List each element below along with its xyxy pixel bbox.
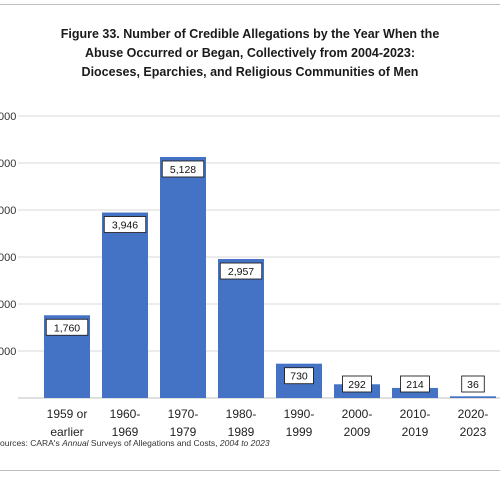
data-label: 36 xyxy=(467,379,479,391)
chart-title: Figure 33. Number of Credible Allegation… xyxy=(20,25,480,82)
chart-title-line-1: Figure 33. Number of Credible Allegation… xyxy=(60,27,440,41)
x-tick-label: 1959 or xyxy=(47,407,88,421)
y-tick-label: 000 xyxy=(0,158,16,170)
source-prefix: ources: CARA's xyxy=(0,438,63,448)
x-tick-label: 2000- xyxy=(342,407,373,421)
bar xyxy=(450,396,496,398)
bar xyxy=(218,259,264,398)
data-label-box xyxy=(284,367,314,385)
bar xyxy=(102,212,148,398)
x-tick-label: 1989 xyxy=(228,425,255,439)
data-label: 3,946 xyxy=(112,220,138,232)
x-tick-label: 1980- xyxy=(226,407,257,421)
data-label-box xyxy=(161,160,205,178)
x-tick-label: 2009 xyxy=(344,425,371,439)
data-label-box xyxy=(219,262,263,280)
y-tick-label: 000 xyxy=(0,346,16,358)
source-note: ources: CARA's Annual Surveys of Allegat… xyxy=(0,438,500,448)
data-label: 1,760 xyxy=(54,322,80,334)
data-label-box xyxy=(400,375,430,393)
bar xyxy=(160,156,206,398)
chart-title-line-2: Abuse Occurred or Began, Collectively fr… xyxy=(85,46,415,60)
top-border xyxy=(0,4,500,5)
x-tick-label: 1999 xyxy=(286,425,313,439)
x-tick-label: 1970- xyxy=(168,407,199,421)
x-tick-label: 2020- xyxy=(458,407,489,421)
y-tick-label: 000 xyxy=(0,299,16,311)
x-tick-label: 2010- xyxy=(400,407,431,421)
data-label-box xyxy=(461,375,485,393)
data-label: 2,957 xyxy=(228,266,254,278)
source-annual: Annual xyxy=(62,438,89,448)
data-label-box xyxy=(45,318,89,336)
x-tick-label: 1990- xyxy=(284,407,315,421)
data-label: 730 xyxy=(290,371,308,383)
source-middle: Surveys of Allegations and Costs, xyxy=(88,438,220,448)
data-label: 214 xyxy=(406,379,424,391)
x-tick-label: 2019 xyxy=(402,425,429,439)
y-tick-label: 000 xyxy=(0,252,16,264)
x-tick-label: 2023 xyxy=(460,425,487,439)
data-label: 5,128 xyxy=(170,164,196,176)
x-tick-label: 1979 xyxy=(170,425,197,439)
data-label: 292 xyxy=(348,379,366,391)
x-tick-label: 1969 xyxy=(112,425,139,439)
data-label-box xyxy=(103,216,147,233)
x-tick-label: 1960- xyxy=(110,407,141,421)
bottom-border xyxy=(0,470,500,471)
y-tick-label: 000 xyxy=(0,205,16,217)
data-label-box xyxy=(342,375,372,393)
y-tick-label: 000 xyxy=(0,111,16,123)
bar xyxy=(392,387,438,398)
chart-title-line-3: Dioceses, Eparchies, and Religious Commu… xyxy=(81,65,419,79)
source-years: 2004 to 2023 xyxy=(219,438,270,448)
x-tick-label: earlier xyxy=(50,425,83,439)
